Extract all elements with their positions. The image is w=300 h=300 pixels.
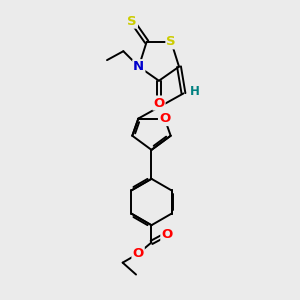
Text: O: O: [133, 247, 144, 260]
Text: O: O: [159, 112, 170, 125]
Text: S: S: [167, 35, 176, 48]
Text: H: H: [190, 85, 200, 98]
Text: N: N: [133, 60, 144, 73]
Text: S: S: [127, 15, 137, 28]
Text: O: O: [153, 97, 164, 110]
Text: O: O: [161, 228, 172, 241]
